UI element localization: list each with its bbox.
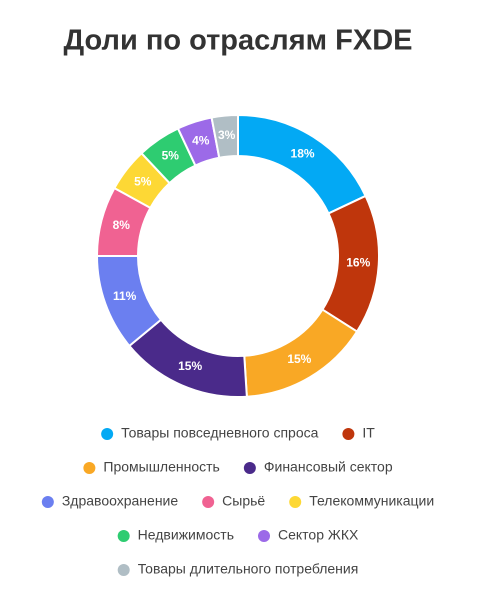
legend-item: Промышленность xyxy=(83,459,220,475)
legend-marker xyxy=(202,496,215,508)
legend-label: Здравоохранение xyxy=(62,493,179,509)
legend-marker xyxy=(289,496,302,508)
legend-item: Недвижимость xyxy=(117,527,234,543)
legend-marker xyxy=(117,564,130,576)
legend-marker xyxy=(101,428,114,440)
data-label: 5% xyxy=(162,149,180,163)
legend-item: Здравоохранение xyxy=(41,493,179,509)
legend-item: IT xyxy=(342,425,375,441)
legend-marker xyxy=(83,462,96,474)
legend-item: Телекоммуникации xyxy=(289,493,434,509)
legend-item: Сектор ЖКХ xyxy=(258,527,359,543)
chart-title: Доли по отраслям FXDE xyxy=(64,25,413,57)
legend-label: Товары повседневного спроса xyxy=(121,425,318,441)
legend-item: Финансовый сектор xyxy=(243,459,393,475)
legend-item: Сырьё xyxy=(202,493,265,509)
data-label: 15% xyxy=(178,359,202,373)
data-label: 15% xyxy=(287,352,311,366)
data-label: 8% xyxy=(113,218,131,232)
data-label: 16% xyxy=(346,256,370,270)
data-label: 4% xyxy=(192,134,210,148)
legend-label: Недвижимость xyxy=(138,527,234,543)
legend-marker xyxy=(258,530,270,542)
legend-label: IT xyxy=(362,425,375,441)
data-label: 11% xyxy=(113,289,137,303)
data-label: 18% xyxy=(291,146,315,160)
data-label: 3% xyxy=(218,128,236,142)
legend-item: Товары повседневного спроса xyxy=(101,425,319,441)
legend-label: Товары длительного потребления xyxy=(138,561,359,577)
legend-marker xyxy=(117,530,130,542)
donut-segment xyxy=(237,113,367,215)
legend-label: Финансовый сектор xyxy=(264,459,393,475)
legend-marker xyxy=(243,462,256,474)
legend-marker xyxy=(41,496,54,508)
legend-label: Промышленность xyxy=(103,459,219,475)
legend-label: Сырьё xyxy=(222,493,265,509)
legend-item: Товары длительного потребления xyxy=(117,561,359,577)
legend-label: Сектор ЖКХ xyxy=(278,527,359,543)
donut-segment xyxy=(210,113,239,159)
legend-label: Телекоммуникации xyxy=(309,493,434,509)
data-label: 5% xyxy=(134,174,152,188)
legend-marker xyxy=(342,428,355,440)
